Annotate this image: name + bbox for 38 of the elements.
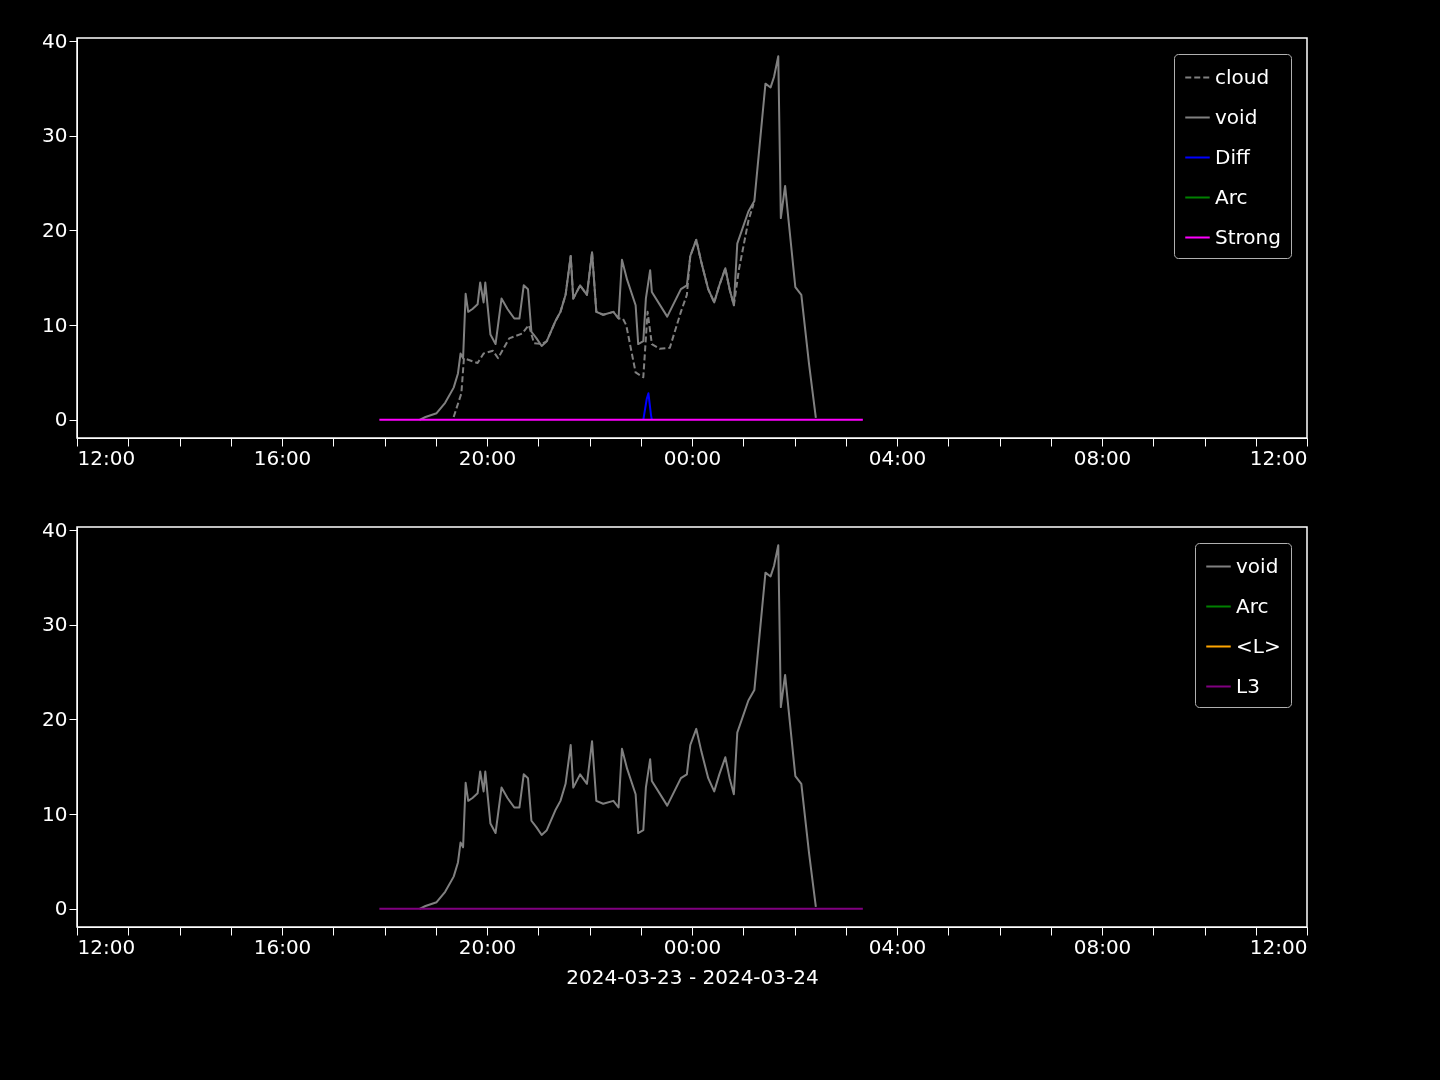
legend-label: void — [1215, 104, 1258, 129]
x-axis-title: 2024-03-23 - 2024-03-24 — [566, 964, 819, 989]
line-series — [642, 392, 653, 421]
line-series — [418, 544, 817, 910]
y-tick-label: 0 — [54, 407, 68, 432]
y-tick-label: 30 — [42, 123, 68, 148]
legend-label: <L> — [1236, 633, 1281, 658]
x-tick-label: 00:00 — [663, 445, 722, 470]
y-tick-label: 0 — [54, 896, 68, 921]
legend-label: L3 — [1236, 673, 1260, 698]
y-tick-label: 10 — [42, 312, 68, 337]
line-series — [418, 55, 817, 421]
x-tick-label: 04:00 — [868, 934, 927, 959]
x-tick-label: 12:00 — [1249, 934, 1308, 959]
y-tick-label: 20 — [42, 706, 68, 731]
y-tick-label: 10 — [42, 801, 68, 826]
x-tick-label: 12:00 — [77, 934, 136, 959]
legend-label: Arc — [1236, 593, 1269, 618]
x-tick-label: 16:00 — [253, 934, 312, 959]
y-tick-label: 30 — [42, 612, 68, 637]
y-tick-label: 40 — [42, 28, 68, 53]
x-tick-label: 08:00 — [1073, 445, 1132, 470]
x-tick-label: 04:00 — [868, 445, 927, 470]
line-series — [452, 202, 755, 418]
legend-label: Diff — [1215, 144, 1251, 169]
x-tick-label: 08:00 — [1073, 934, 1132, 959]
legend-label: Strong — [1215, 224, 1281, 249]
x-tick-label: 12:00 — [1249, 445, 1308, 470]
x-tick-label: 20:00 — [458, 934, 517, 959]
legend-label: Arc — [1215, 184, 1248, 209]
legend-label: cloud — [1215, 64, 1270, 89]
legend-label: void — [1236, 553, 1279, 578]
x-tick-label: 20:00 — [458, 445, 517, 470]
y-tick-label: 20 — [42, 217, 68, 242]
x-tick-label: 16:00 — [253, 445, 312, 470]
x-tick-label: 12:00 — [77, 445, 136, 470]
y-tick-label: 40 — [42, 517, 68, 542]
x-tick-label: 00:00 — [663, 934, 722, 959]
